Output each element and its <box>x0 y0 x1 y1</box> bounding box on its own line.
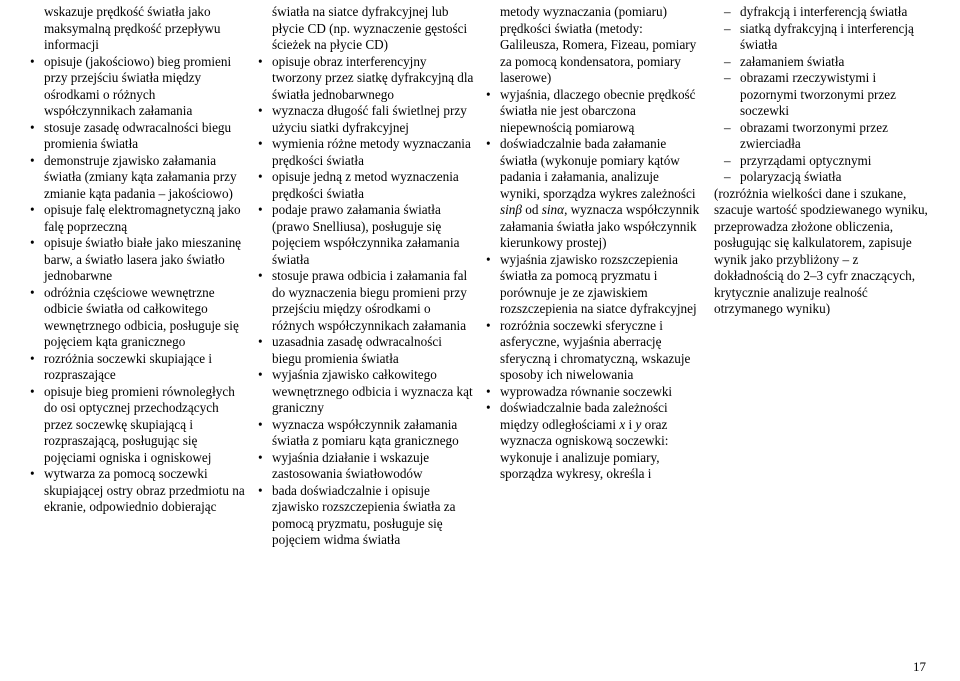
list-item: doświadczalnie bada zależności między od… <box>486 400 702 483</box>
col2-continuation: światła na siatce dyfrakcyjnej lub płyci… <box>258 4 474 54</box>
list-item: wyprowadza równanie soczewki <box>486 384 702 401</box>
col2-list: opisuje obraz interferencyjny tworzony p… <box>258 54 474 549</box>
list-item: rozróżnia soczewki sferyczne i asferyczn… <box>486 318 702 384</box>
col4-paren-block: (rozróżnia wielkości dane i szukane, sza… <box>714 186 930 318</box>
dash-item: obrazami tworzonymi przez zwierciadła <box>714 120 930 153</box>
list-item: opisuje obraz interferencyjny tworzony p… <box>258 54 474 104</box>
list-item: stosuje zasadę odwracalności biegu promi… <box>30 120 246 153</box>
list-item: doświadczalnie bada załamanie światła (w… <box>486 136 702 252</box>
dash-item: obrazami rzeczywistymi i pozornymi tworz… <box>714 70 930 120</box>
list-item: wytwarza za pomocą soczewki skupiającej … <box>30 466 246 516</box>
list-item: opisuje jedną z metod wyznaczenia prędko… <box>258 169 474 202</box>
list-item: bada doświadczalnie i opisuje zjawisko r… <box>258 483 474 549</box>
column-4: dyfrakcją i interferencją światłasiatką … <box>714 4 930 549</box>
list-item: rozróżnia soczewki skupiające i rozprasz… <box>30 351 246 384</box>
list-item: wyjaśnia działanie i wskazuje zastosowan… <box>258 450 474 483</box>
list-item: opisuje bieg promieni równoległych do os… <box>30 384 246 467</box>
list-item: opisuje światło białe jako mieszaninę ba… <box>30 235 246 285</box>
column-1: wskazuje prędkość światła jako maksymaln… <box>30 4 246 549</box>
col3-continuation: metody wyznaczania (pomiaru) prędkości ś… <box>486 4 702 87</box>
list-item: wymienia różne metody wyznaczania prędko… <box>258 136 474 169</box>
list-item: opisuje falę elektromagnetyczną jako fal… <box>30 202 246 235</box>
dash-item: dyfrakcją i interferencją światła <box>714 4 930 21</box>
dash-item: polaryzacją światła <box>714 169 930 186</box>
col3-list: wyjaśnia, dlaczego obecnie prędkość świa… <box>486 87 702 483</box>
list-item: wyjaśnia zjawisko rozszczepienia światła… <box>486 252 702 318</box>
dash-item: załamaniem światła <box>714 54 930 71</box>
list-item: wyznacza współczynnik załamania światła … <box>258 417 474 450</box>
dash-item: przyrządami optycznymi <box>714 153 930 170</box>
list-item: wyjaśnia, dlaczego obecnie prędkość świa… <box>486 87 702 137</box>
list-item: opisuje (jakościowo) bieg promieni przy … <box>30 54 246 120</box>
column-2: światła na siatce dyfrakcyjnej lub płyci… <box>258 4 474 549</box>
list-item: podaje prawo załamania światła (prawo Sn… <box>258 202 474 268</box>
page-number: 17 <box>913 659 926 675</box>
column-3: metody wyznaczania (pomiaru) prędkości ś… <box>486 4 702 549</box>
dash-item: siatką dyfrakcyjną i interferencją świat… <box>714 21 930 54</box>
page-columns: wskazuje prędkość światła jako maksymaln… <box>0 0 960 557</box>
col1-list: opisuje (jakościowo) bieg promieni przy … <box>30 54 246 516</box>
col1-continuation: wskazuje prędkość światła jako maksymaln… <box>30 4 246 54</box>
list-item: stosuje prawa odbicia i załamania fal do… <box>258 268 474 334</box>
list-item: wyjaśnia zjawisko całkowitego wewnętrzne… <box>258 367 474 417</box>
col4-dash-list: dyfrakcją i interferencją światłasiatką … <box>714 4 930 186</box>
list-item: wyznacza długość fali świetlnej przy uży… <box>258 103 474 136</box>
list-item: odróżnia częściowe wewnętrzne odbicie św… <box>30 285 246 351</box>
list-item: demonstruje zjawisko załamania światła (… <box>30 153 246 203</box>
list-item: uzasadnia zasadę odwracalności biegu pro… <box>258 334 474 367</box>
